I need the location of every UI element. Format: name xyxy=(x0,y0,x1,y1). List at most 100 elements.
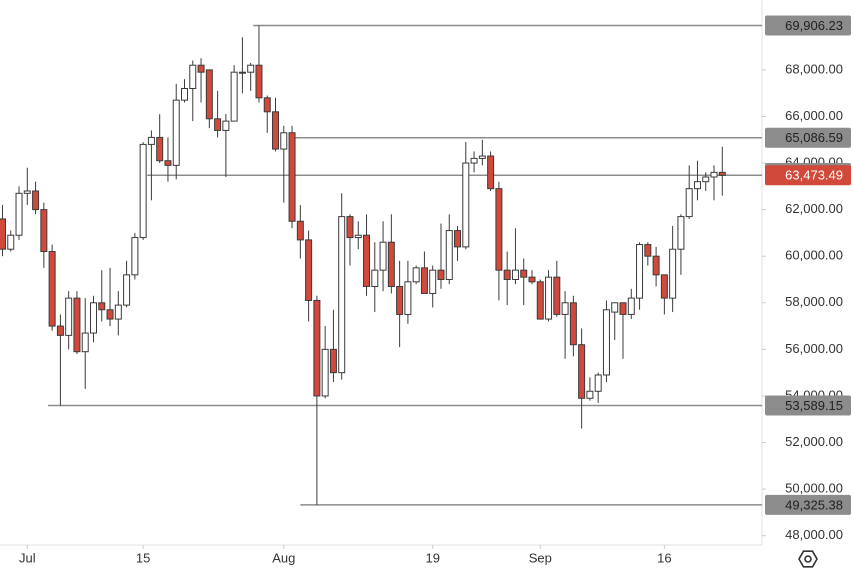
y-tick-label: 50,000.00 xyxy=(785,481,843,496)
candle-body xyxy=(81,332,89,353)
candle-body xyxy=(429,269,437,294)
candle-body xyxy=(156,136,164,162)
x-tick-label: 19 xyxy=(425,550,439,565)
candle-body xyxy=(578,344,586,399)
candle-body xyxy=(222,120,230,131)
candle-body xyxy=(396,285,404,315)
candle-body xyxy=(48,251,56,327)
x-tick-label: Aug xyxy=(272,550,295,565)
candle-body xyxy=(23,190,31,194)
candle-body xyxy=(528,276,536,283)
candle-body xyxy=(685,188,693,218)
y-tick-label: 56,000.00 xyxy=(785,341,843,356)
candle-body xyxy=(404,281,412,315)
candle-body xyxy=(280,132,288,150)
candle-body xyxy=(636,244,644,299)
candle-body xyxy=(189,64,197,90)
candle-body xyxy=(594,374,602,392)
candle-body xyxy=(536,281,544,320)
level-label: 63,473.49 xyxy=(785,168,843,183)
y-tick-label: 68,000.00 xyxy=(785,61,843,76)
candle-body xyxy=(495,188,503,271)
candle-body xyxy=(718,171,726,176)
candle-body xyxy=(172,99,180,166)
y-tick-label: 52,000.00 xyxy=(785,434,843,449)
candle-body xyxy=(263,97,271,113)
candle-body xyxy=(197,64,205,73)
candle-body xyxy=(677,216,685,250)
level-label: 49,325.38 xyxy=(785,497,843,512)
candle-body xyxy=(602,309,610,376)
candle-body xyxy=(238,71,246,74)
candle-body xyxy=(346,216,354,239)
level-label: 53,589.15 xyxy=(785,398,843,413)
candle-body xyxy=(611,302,619,313)
candle-body xyxy=(56,325,64,336)
y-tick-label: 60,000.00 xyxy=(785,248,843,263)
candle-body xyxy=(106,309,114,320)
candle-body xyxy=(313,299,321,397)
candle-body xyxy=(545,276,553,320)
candle-body xyxy=(412,267,420,283)
candle-body xyxy=(73,297,81,353)
candle-body xyxy=(98,302,106,311)
candle-body xyxy=(272,111,280,150)
y-tick-label: 48,000.00 xyxy=(785,527,843,542)
candle-body xyxy=(387,241,395,287)
candle-body xyxy=(652,255,660,276)
candle-body xyxy=(693,181,701,190)
candle-body xyxy=(420,267,428,294)
candle-body xyxy=(454,230,462,248)
level-label-box xyxy=(765,165,851,186)
candle-body xyxy=(487,155,495,190)
candle-body xyxy=(503,269,511,280)
candle-body xyxy=(255,64,263,99)
candle-body xyxy=(669,248,677,299)
candle-body xyxy=(462,162,470,248)
candle-body xyxy=(338,216,346,374)
candle-body xyxy=(123,274,131,306)
x-tick-label: 15 xyxy=(136,550,150,565)
level-label-box xyxy=(765,494,851,515)
candle-body xyxy=(710,171,718,178)
candle-body xyxy=(520,269,528,278)
candle-body xyxy=(89,302,97,334)
candle-body xyxy=(553,276,561,315)
candle-body xyxy=(181,88,189,101)
candle-body xyxy=(363,234,371,287)
candle-body xyxy=(586,390,594,399)
candle-body xyxy=(445,230,453,280)
candle-body xyxy=(247,64,255,73)
candle-body xyxy=(296,220,304,241)
x-tick-label: 16 xyxy=(657,550,671,565)
candle-body xyxy=(644,244,652,257)
candle-body xyxy=(437,269,445,280)
candle-body xyxy=(660,274,668,299)
candle-body xyxy=(627,297,635,315)
candle-body xyxy=(470,157,478,164)
candle-body xyxy=(230,71,238,122)
candle-body xyxy=(214,118,222,131)
settings-icon[interactable] xyxy=(798,550,818,568)
candle-body xyxy=(139,143,147,239)
candle-body xyxy=(32,190,40,211)
candle-body xyxy=(569,302,577,346)
candle-body xyxy=(0,218,6,250)
candle-body xyxy=(40,209,48,253)
candle-body xyxy=(131,237,139,276)
candle-body xyxy=(114,304,122,320)
candle-body xyxy=(702,176,710,183)
candle-body xyxy=(147,136,155,145)
candle-body xyxy=(371,269,379,287)
candle-body xyxy=(65,297,73,336)
candle-body xyxy=(354,234,362,239)
candle-body xyxy=(478,155,486,159)
y-tick-label: 58,000.00 xyxy=(785,294,843,309)
candle-body xyxy=(561,302,569,315)
level-label: 65,086.59 xyxy=(785,130,843,145)
y-tick-label: 66,000.00 xyxy=(785,108,843,123)
level-label-box xyxy=(765,127,851,148)
level-label-box xyxy=(765,15,851,36)
candle-body xyxy=(379,241,387,271)
